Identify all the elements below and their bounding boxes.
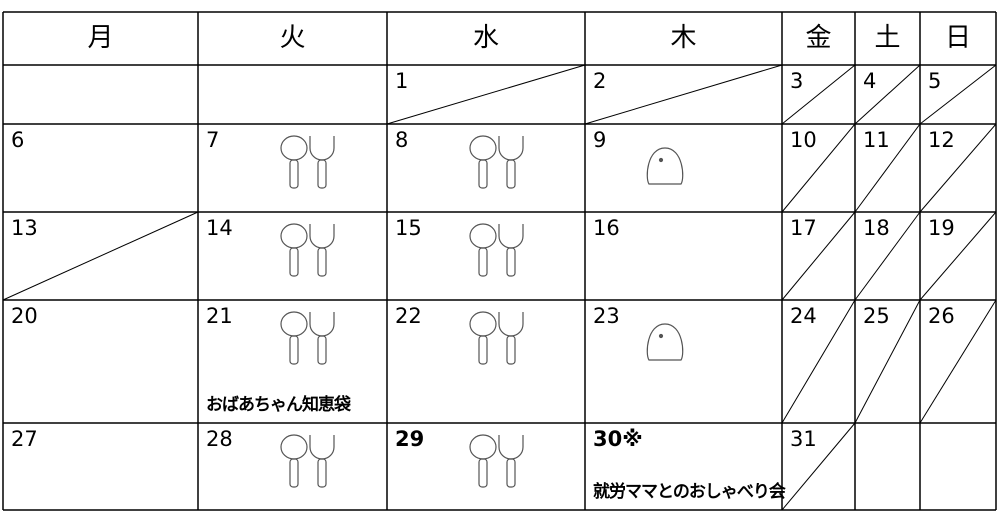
diagonal-line <box>781 64 856 125</box>
day-number: 29 <box>395 427 425 451</box>
event-note: 就労ママとのおしゃべり会 <box>593 482 786 502</box>
diagonal-line <box>854 123 921 213</box>
day-number: 16 <box>593 216 620 240</box>
day-number: 18 <box>863 216 890 240</box>
day-number: 12 <box>928 128 955 152</box>
day-cell: 21 おばあちゃん知恵袋 <box>198 300 387 423</box>
day-cell: 13 <box>3 212 198 300</box>
day-cell: 23 <box>585 300 782 423</box>
spoon-icon <box>280 135 335 189</box>
diagonal-line <box>2 211 199 301</box>
day-cell: 17 <box>782 212 855 300</box>
day-cell: 10 <box>782 124 855 212</box>
weekday-header: 水 <box>472 23 499 53</box>
day-number: 23 <box>593 304 620 328</box>
diagonal-line <box>919 64 997 125</box>
day-number: 22 <box>395 304 422 328</box>
day-cell: 8 <box>387 124 585 212</box>
day-cell: 4 <box>855 65 920 124</box>
day-cell: 5 <box>920 65 996 124</box>
day-number: 11 <box>863 128 890 152</box>
day-cell: 24 <box>782 300 855 423</box>
day-cell: 7 <box>198 124 387 212</box>
weekday-header: 日 <box>944 23 971 53</box>
day-cell: 25 <box>855 300 920 423</box>
day-cell: 28 <box>198 423 387 510</box>
day-number: 19 <box>928 216 955 240</box>
event-note: おばあちゃん知恵袋 <box>206 395 351 415</box>
diagonal-line <box>854 211 921 301</box>
diagonal-line <box>919 299 997 424</box>
chick-icon <box>646 147 684 185</box>
diagonal-line <box>781 299 856 424</box>
day-cell: 16 <box>585 212 782 300</box>
weekday-header: 木 <box>670 23 697 53</box>
day-cell: 14 <box>198 212 387 300</box>
day-cell: 1 <box>387 65 585 124</box>
day-number: 4 <box>863 69 877 93</box>
day-number: 27 <box>11 427 38 451</box>
diagonal-line <box>781 123 856 213</box>
day-number: 17 <box>790 216 817 240</box>
day-number: 9 <box>593 128 607 152</box>
weekday-header: 火 <box>279 23 306 53</box>
day-cell: 12 <box>920 124 996 212</box>
day-cell: 11 <box>855 124 920 212</box>
day-cell: 18 <box>855 212 920 300</box>
spoon-icon <box>280 311 335 365</box>
day-number: 7 <box>206 128 220 152</box>
spoon-icon <box>469 434 524 488</box>
day-cell: 15 <box>387 212 585 300</box>
day-cell: 27 <box>3 423 198 510</box>
diagonal-line <box>919 123 997 213</box>
diagonal-line <box>781 422 856 511</box>
spoon-icon <box>280 434 335 488</box>
diagonal-line <box>919 211 997 301</box>
day-number: 6 <box>11 128 25 152</box>
day-number: 14 <box>206 216 233 240</box>
day-cell: 26 <box>920 300 996 423</box>
spoon-icon <box>469 223 524 277</box>
spoon-icon <box>469 311 524 365</box>
day-number: 30※ <box>593 427 643 451</box>
spoon-icon <box>280 223 335 277</box>
day-number: 3 <box>790 69 804 93</box>
spoon-icon <box>469 135 524 189</box>
day-cell: 22 <box>387 300 585 423</box>
day-number: 28 <box>206 427 233 451</box>
weekday-header: 金 <box>805 23 832 53</box>
day-number: 13 <box>11 216 38 240</box>
day-cell: 19 <box>920 212 996 300</box>
day-number: 8 <box>395 128 409 152</box>
day-number: 21 <box>206 304 233 328</box>
weekday-header: 月 <box>87 23 114 53</box>
diagonal-line <box>584 64 783 125</box>
day-number: 25 <box>863 304 890 328</box>
day-cell: 31 <box>782 423 855 510</box>
diagonal-line <box>781 211 856 301</box>
chick-icon <box>646 323 684 361</box>
diagonal-line <box>854 64 921 125</box>
day-number: 2 <box>593 69 607 93</box>
day-cell: 6 <box>3 124 198 212</box>
day-number: 20 <box>11 304 38 328</box>
day-number: 1 <box>395 69 409 93</box>
weekday-header: 土 <box>874 23 901 53</box>
day-cell: 2 <box>585 65 782 124</box>
day-number: 31 <box>790 427 817 451</box>
day-cell: 29 <box>387 423 585 510</box>
day-number: 15 <box>395 216 422 240</box>
day-cell: 30※ 就労ママとのおしゃべり会 <box>585 423 786 510</box>
day-number: 24 <box>790 304 817 328</box>
day-cell: 20 <box>3 300 198 423</box>
day-cell: 9 <box>585 124 782 212</box>
diagonal-line <box>386 64 586 125</box>
day-number: 10 <box>790 128 817 152</box>
day-cell: 3 <box>782 65 855 124</box>
day-number: 26 <box>928 304 955 328</box>
day-number: 5 <box>928 69 942 93</box>
diagonal-line <box>854 299 921 424</box>
